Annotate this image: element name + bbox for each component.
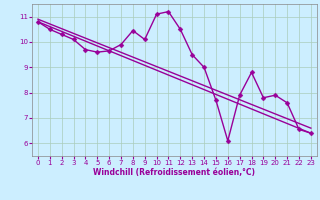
X-axis label: Windchill (Refroidissement éolien,°C): Windchill (Refroidissement éolien,°C) [93, 168, 255, 177]
